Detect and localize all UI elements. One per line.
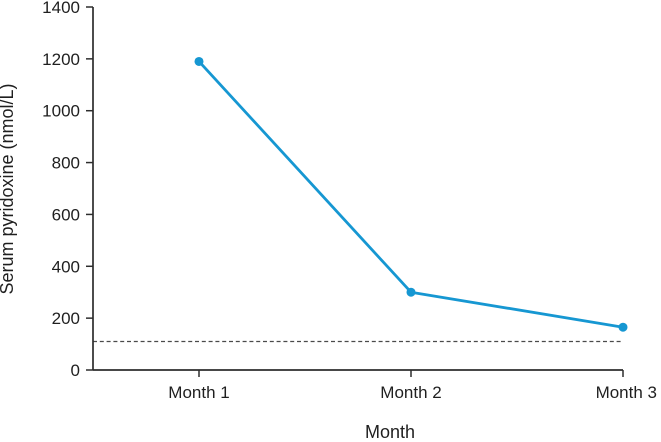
y-tick-label: 800 <box>52 154 80 173</box>
y-tick-label: 1200 <box>42 50 80 69</box>
y-tick-label: 1000 <box>42 102 80 121</box>
series-line <box>197 60 625 329</box>
data-point-month-1 <box>194 56 204 66</box>
series-polyline <box>197 60 625 329</box>
data-point-month-3 <box>618 322 628 332</box>
y-tick-label: 0 <box>71 361 80 380</box>
y-tick-label: 400 <box>52 257 80 276</box>
y-axis-label: Serum pyridoxine (nmol/L) <box>0 83 17 294</box>
x-axis-label: Month <box>365 422 415 442</box>
x-tick-label: Month 1 <box>168 383 229 402</box>
y-tick-label: 600 <box>52 205 80 224</box>
y-tick-label: 200 <box>52 309 80 328</box>
data-point-month-2 <box>406 287 416 297</box>
x-tick-label: Month 2 <box>380 383 441 402</box>
y-axis: 0 200 400 600 800 1000 1200 1400 <box>42 0 94 380</box>
y-tick-label: 1400 <box>42 0 80 17</box>
x-tick-label: Month 3 <box>596 383 657 402</box>
data-points <box>194 56 628 332</box>
x-axis: Month 1 Month 2 Month 3 <box>93 369 657 402</box>
